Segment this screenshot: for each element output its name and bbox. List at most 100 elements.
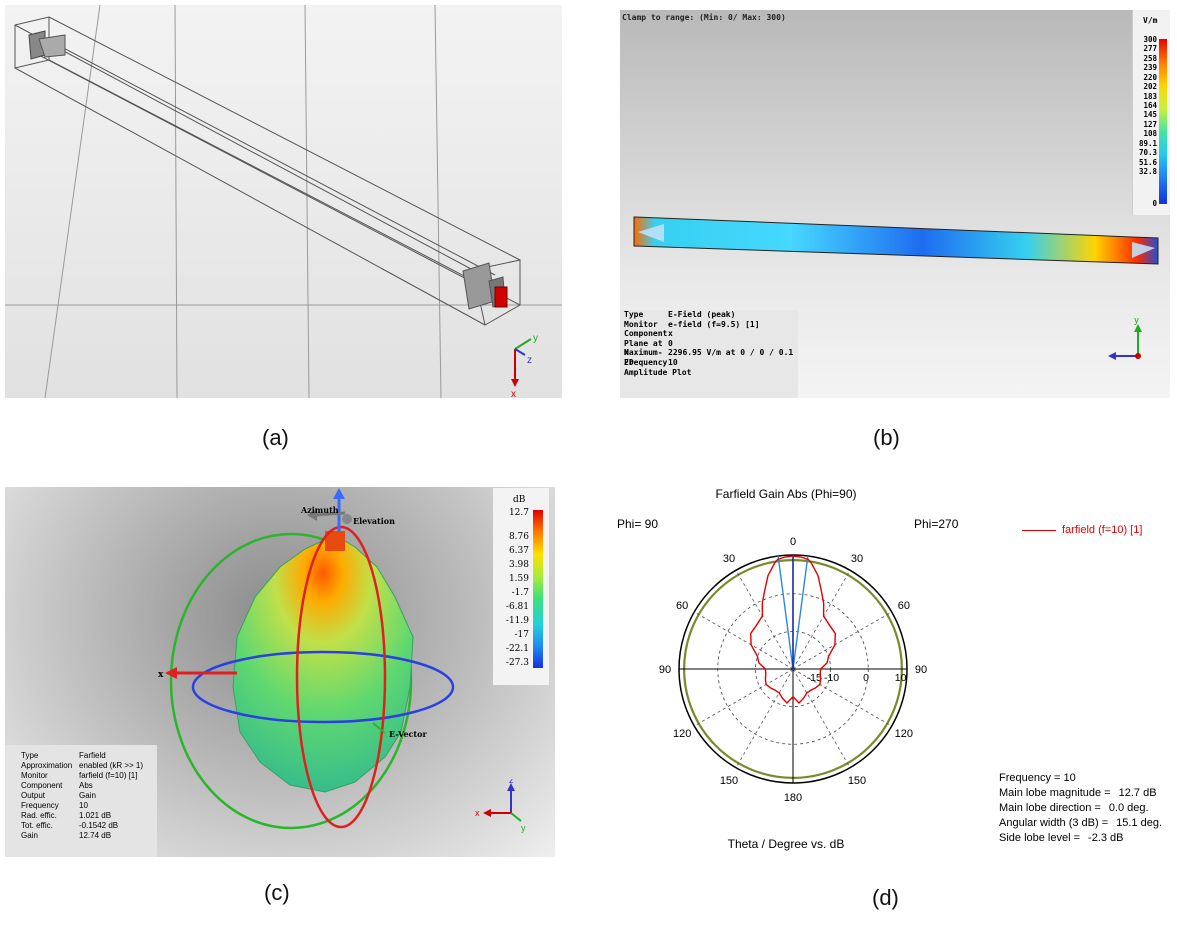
polar-spoke — [735, 570, 794, 670]
info-row: Approximation enabled (kR >> 1) — [5, 761, 157, 771]
stat-key: Main lobe magnitude = — [999, 787, 1111, 799]
info-value: Abs — [79, 781, 93, 790]
info-key: Approximation — [21, 761, 73, 770]
info-row: Component x — [620, 329, 798, 339]
phi-right-label: Phi=270 — [914, 517, 959, 531]
cad-model-view[interactable]: y z x — [5, 5, 562, 398]
info-value: -0.1542 dB — [79, 821, 119, 830]
colorbar-tick: -1.7 — [511, 588, 529, 598]
info-row: Frequency 10 — [5, 801, 157, 811]
info-key: Type — [21, 751, 39, 760]
info-row: Type Farfield — [5, 751, 157, 761]
colorbar-tick: -6.81 — [505, 602, 529, 612]
axes-triad-c: z x y — [475, 779, 526, 833]
beamwidth-line — [792, 555, 809, 670]
stat-value: 12.7 dB — [1118, 787, 1157, 799]
colorbar-tick: -27.3 — [505, 658, 529, 668]
polar-radial-label: -10 — [824, 672, 839, 684]
colorbar-tick: 277 — [1143, 44, 1157, 54]
stat-row: Main lobe direction = 0.0 deg. — [999, 801, 1162, 816]
caption-b: (b) — [873, 425, 900, 450]
info-row: Gain 12.74 dB — [5, 831, 157, 841]
info-key: Monitor — [624, 319, 658, 329]
polar-spoke — [792, 570, 851, 670]
info-value — [724, 368, 798, 378]
info-value: farfield (f=10) [1] — [79, 771, 138, 780]
stat-key: Main lobe direction = — [999, 802, 1101, 814]
polar-angle-label: 30 — [851, 553, 863, 565]
info-value: x — [668, 329, 673, 339]
info-value: 12.74 dB — [79, 831, 112, 840]
info-value: 2296.95 V/m at 0 / 0 / 0.1 — [668, 348, 794, 358]
info-row: Output Gain — [5, 791, 157, 801]
stat-row: Angular width (3 dB) = 15.1 deg. — [999, 816, 1162, 831]
waveguide-wireframe — [5, 5, 562, 398]
polar-spoke — [792, 611, 892, 670]
farfield-3d-view[interactable]: Azimuth Elevation E-Vector x dB 12.7 8.76… — [5, 487, 555, 857]
info-value: E-Field (peak) — [668, 310, 736, 319]
azimuth-label: Azimuth — [300, 505, 339, 515]
stat-value: -2.3 dB — [1088, 832, 1124, 844]
polar-angle-label: 120 — [895, 728, 913, 740]
colorbar-tick: 51.6 — [1138, 157, 1157, 167]
info-key: Output — [21, 791, 46, 800]
axis-x-label-c: x — [475, 808, 480, 818]
colorbar-tick: 220 — [1143, 72, 1157, 82]
stat-key: Angular width (3 dB) = — [999, 817, 1109, 829]
axes-triad-b: y z — [1108, 318, 1142, 360]
stat-value: 0.0 deg. — [1108, 802, 1149, 814]
caption-d: (d) — [872, 885, 899, 910]
polar-angle-label: 0 — [790, 536, 796, 548]
efield-view[interactable]: Clamp to range: (Min: 0/ Max: 300) V/m 3… — [620, 10, 1170, 398]
info-row: Maximum-2D 2296.95 V/m at 0 / 0 / 0.1 — [620, 348, 798, 367]
stat-row: Main lobe magnitude = 12.7 dB — [999, 786, 1162, 801]
polar-angle-label: 150 — [848, 775, 866, 787]
colorbar-unit: V/m — [1143, 16, 1158, 25]
caption-a: (a) — [262, 425, 289, 450]
info-row: Component Abs — [5, 781, 157, 791]
colorbar-tick: 70.3 — [1138, 148, 1157, 158]
info-key: Plane at x — [624, 338, 663, 358]
colorbar-tick: -17 — [514, 630, 530, 640]
farfield-info-table: Type Farfield Approximation enabled (kR >> … — [5, 745, 157, 857]
info-key: Maximum-2D — [624, 348, 663, 367]
info-key: Component — [624, 329, 668, 339]
colorbar-tick: 239 — [1143, 63, 1157, 73]
polar-angle-label: 90 — [659, 664, 671, 676]
stat-key: Side lobe level = — [999, 832, 1081, 844]
colorbar-tick: 258 — [1143, 53, 1157, 63]
polar-angle-label: 60 — [898, 600, 910, 612]
polar-xlabel: Theta / Degree vs. dB — [727, 837, 845, 851]
polar-plot-view[interactable]: Farfield Gain Abs (Phi=90) Phi= 90 Phi=2… — [588, 480, 1177, 870]
info-row: Monitor e-field (f=9.5) [1] — [620, 320, 798, 330]
info-key: Gain — [21, 831, 38, 840]
efield-info-table: Type E-Field (peak) Monitor e-field (f=9.5)… — [620, 310, 798, 398]
colorbar-tick: 127 — [1143, 119, 1157, 129]
polar-spoke — [694, 611, 794, 670]
info-value: 1.021 dB — [79, 811, 112, 820]
colorbar-tick: 1.59 — [508, 574, 529, 584]
colorbar-tick: 108 — [1143, 129, 1157, 139]
info-value: 0 — [668, 338, 673, 348]
gain-curve — [749, 555, 837, 705]
info-row: Frequency 10 — [620, 358, 798, 368]
colorbar-tick: 8.76 — [508, 532, 529, 542]
efield-plot — [633, 216, 1159, 265]
polar-angle-label: 60 — [676, 600, 688, 612]
axis-y-label-b: y — [1134, 318, 1139, 326]
info-key: Frequency — [21, 801, 59, 810]
info-row: Amplitude Plot — [620, 368, 798, 378]
info-value: 10 — [79, 801, 88, 810]
polar-radial-label: -15 — [807, 672, 822, 684]
info-key: Tot. effic. — [21, 821, 53, 830]
polar-angle-label: 180 — [784, 792, 802, 804]
polar-chart: 0 30 60 120 150 180 150 120 60 30 90 90 -15 -10 0 10 — [659, 536, 927, 804]
colorbar-tick: -22.1 — [505, 644, 529, 654]
colorbar-gradient-c — [533, 510, 543, 668]
info-key: Frequency — [624, 357, 668, 367]
axes-triad: y z x — [511, 333, 538, 397]
polar-stats: Frequency = 10 Main lobe magnitude = 12.7 … — [999, 771, 1162, 846]
colorbar-tick: 164 — [1143, 101, 1157, 110]
colorbar-tick: 183 — [1143, 91, 1157, 101]
info-row: Monitor farfield (f=10) [1] — [5, 771, 157, 781]
